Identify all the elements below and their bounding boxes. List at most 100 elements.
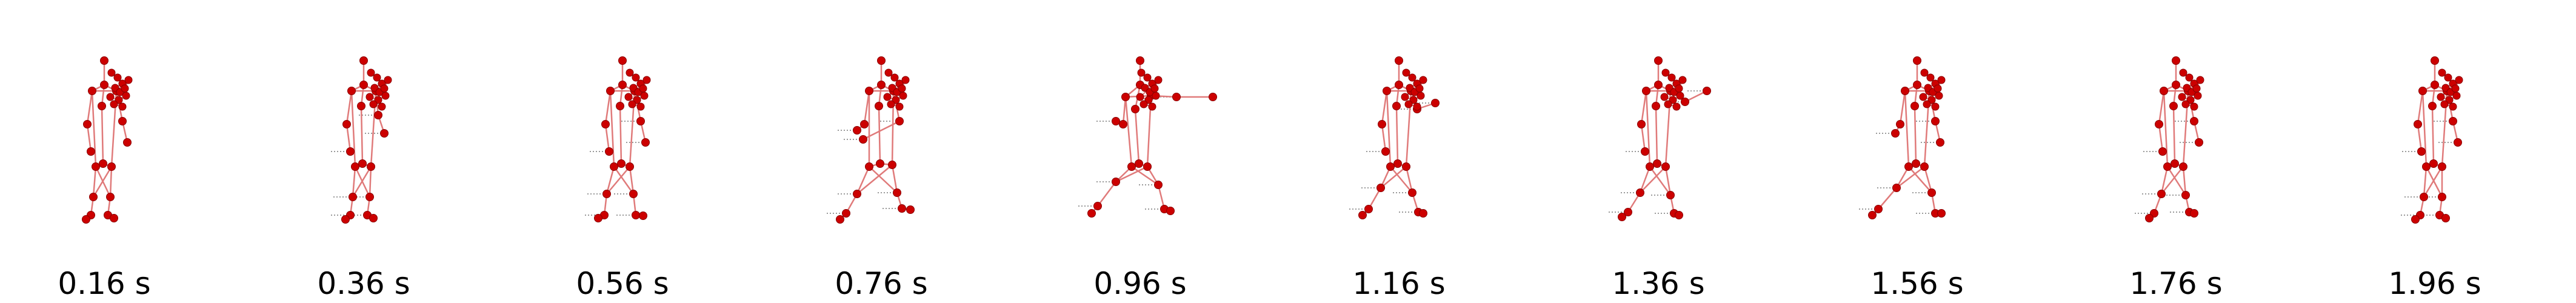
bone-line: [606, 166, 615, 195]
joint-dot: [380, 84, 389, 93]
joint-dot: [1912, 159, 1920, 168]
joint-dot: [1413, 102, 1421, 111]
joint-dot: [118, 117, 127, 125]
joint-dot: [2438, 68, 2446, 77]
joint-dot: [2452, 92, 2461, 100]
joint-dot: [2179, 68, 2187, 77]
joint-dot: [1660, 93, 1669, 101]
joint-dot: [1901, 87, 1909, 95]
bone-line: [1914, 105, 1917, 164]
joint-dot: [2455, 76, 2463, 84]
joint-dot: [602, 190, 611, 198]
bone-line: [1405, 166, 1413, 193]
joint-dot: [98, 102, 106, 110]
joint-dot: [1653, 159, 1661, 168]
bone-line: [101, 105, 104, 164]
joint-dot: [641, 138, 650, 147]
joint-dot: [359, 56, 368, 65]
joint-dot: [1392, 102, 1401, 110]
joint-dot: [2181, 100, 2190, 108]
bone-line: [1640, 166, 1666, 193]
pose-frame: 0.56 s: [576, 56, 669, 301]
joint-dot: [632, 73, 640, 82]
joint-dot: [906, 205, 915, 214]
bone-line: [856, 166, 870, 195]
joint-dot: [2420, 193, 2428, 201]
joint-dot: [2178, 93, 2186, 101]
bone-line: [1640, 90, 1647, 125]
joint-dot: [2428, 102, 2437, 110]
bone-line: [2163, 90, 2169, 167]
joint-dot: [618, 56, 627, 65]
joint-dot: [2169, 102, 2178, 110]
bone-line: [2172, 105, 2176, 164]
pose-frame: 1.96 s: [2388, 56, 2481, 301]
joint-dot: [1408, 188, 1416, 197]
joint-dot: [895, 102, 904, 111]
joint-dot: [1637, 120, 1646, 128]
joint-dot: [605, 147, 613, 156]
joint-dot: [122, 92, 130, 100]
joint-dot: [1143, 162, 1152, 171]
joint-dot: [342, 120, 351, 128]
joint-dot: [1166, 207, 1175, 215]
pose-frame: 1.36 s: [1609, 56, 1711, 301]
joint-dot: [1642, 87, 1650, 95]
joint-dot: [380, 129, 389, 138]
skeleton-joints: [1868, 56, 1946, 219]
joint-dot: [2444, 73, 2452, 82]
joint-dot: [1618, 213, 1626, 221]
joint-dot: [1892, 184, 1901, 192]
joint-dot: [640, 92, 649, 100]
joint-dot: [1431, 99, 1440, 107]
bone-line: [609, 90, 615, 167]
bone-line: [2423, 166, 2428, 198]
joint-dot: [2449, 102, 2457, 111]
frame-time-label: 0.36 s: [317, 266, 410, 301]
joint-dot: [1652, 102, 1660, 110]
joint-dot: [83, 120, 92, 128]
bone-line: [2158, 124, 2164, 152]
joint-dot: [110, 100, 118, 108]
joint-dot: [629, 190, 638, 198]
joint-dot: [1209, 93, 1217, 101]
joint-dot: [1937, 76, 1946, 84]
joint-dot: [2440, 100, 2449, 108]
joint-dot: [82, 215, 90, 224]
bone-line: [1664, 166, 1672, 196]
joint-dot: [853, 126, 861, 135]
bone-line: [1899, 90, 1906, 125]
frame-time-label: 0.16 s: [58, 266, 150, 301]
joint-dot: [888, 161, 896, 169]
joint-dot: [1119, 120, 1127, 128]
joint-dot: [616, 102, 624, 110]
joint-dot: [1383, 87, 1391, 95]
joint-dot: [1140, 100, 1148, 108]
bone-line: [1395, 105, 1399, 164]
bone-line: [92, 166, 113, 198]
joint-dot: [594, 214, 602, 222]
bone-line: [1122, 96, 1127, 125]
joint-dot: [351, 162, 359, 171]
joint-dot: [1703, 87, 1711, 95]
joint-dot: [2194, 92, 2202, 100]
joint-dot: [875, 102, 883, 110]
joint-dot: [898, 204, 906, 213]
joint-dot: [1923, 100, 1931, 108]
pose-frame: 1.76 s: [2129, 56, 2223, 301]
joint-dot: [2185, 73, 2194, 82]
joint-dot: [1934, 84, 1942, 93]
joint-dot: [2441, 214, 2450, 222]
joint-dot: [100, 81, 108, 89]
joint-dot: [106, 93, 115, 101]
joint-dot: [1913, 56, 1921, 65]
joint-dot: [365, 193, 374, 201]
bone-line: [606, 166, 630, 195]
joint-dot: [1646, 162, 1654, 171]
joint-dot: [1154, 181, 1163, 189]
joint-dot: [636, 102, 645, 111]
joint-dot: [88, 87, 96, 95]
joint-dot: [113, 73, 122, 82]
joint-dot: [860, 120, 869, 128]
joint-dot: [2179, 162, 2187, 171]
